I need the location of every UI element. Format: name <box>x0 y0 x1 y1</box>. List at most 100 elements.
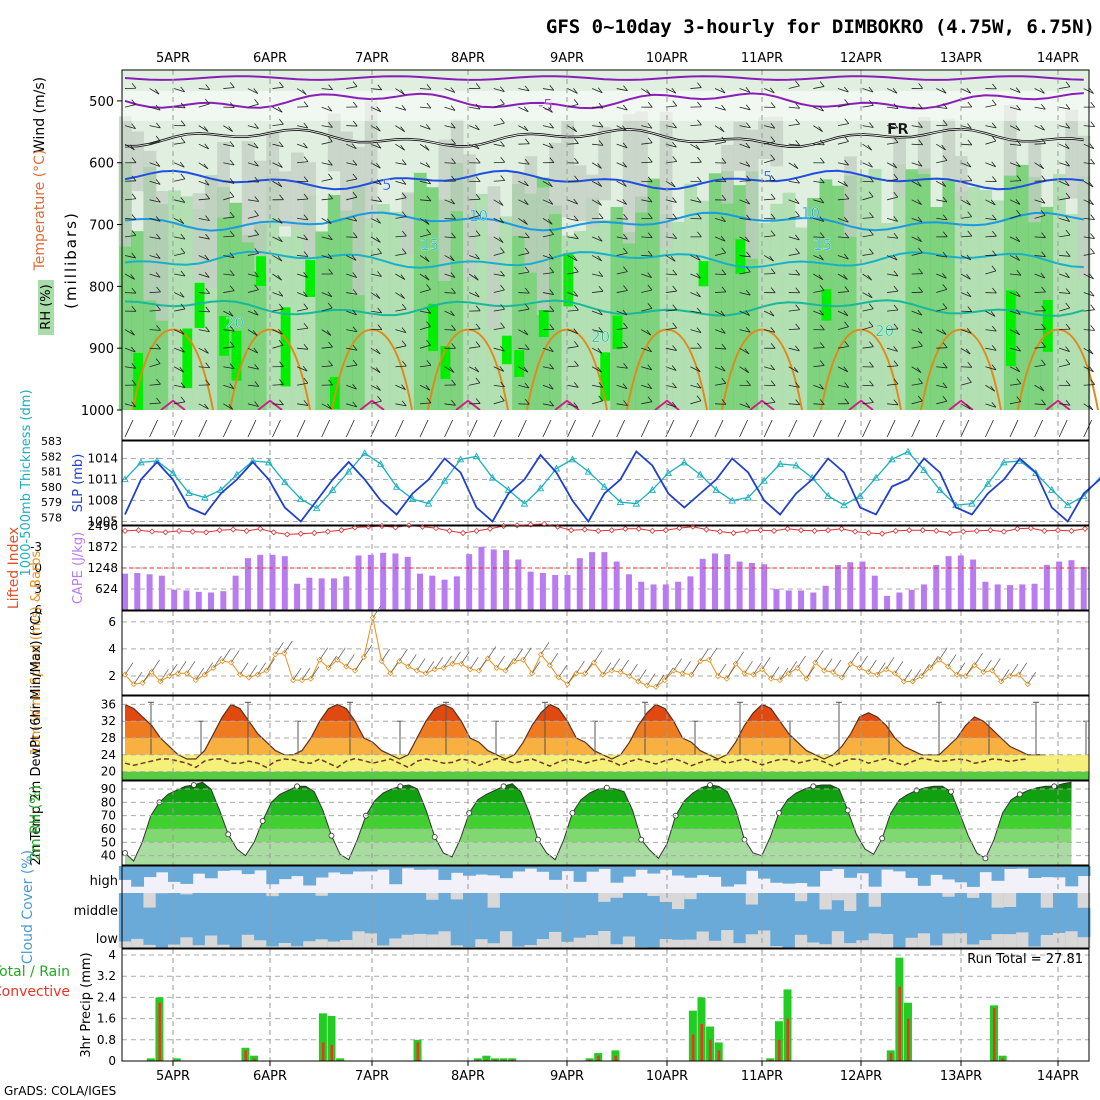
wind10-barb <box>753 662 762 675</box>
precip-convective-bar <box>485 1059 488 1061</box>
wind10-barb <box>354 658 364 671</box>
wind-barb <box>223 162 235 166</box>
wind-barb-flag <box>990 311 996 317</box>
wind-barb <box>788 366 799 373</box>
thickness-line <box>124 450 1100 510</box>
wind10-barb <box>239 662 249 675</box>
cape-bar <box>515 559 522 610</box>
precip-convective-bar <box>717 1050 721 1061</box>
wind-barb-flag <box>229 363 235 369</box>
wind-barb <box>174 236 186 240</box>
wind-barb-flag <box>303 214 309 221</box>
cloud-low-gap <box>1053 932 1066 948</box>
cloud-low-gap <box>487 943 501 948</box>
wind-barb-flag <box>1088 348 1094 355</box>
cloud-high-bar <box>954 866 968 883</box>
wind-barb-flag <box>1016 345 1021 352</box>
wind-barb-flag <box>278 236 283 242</box>
cape-bar <box>122 573 128 610</box>
rh-patch <box>340 131 353 218</box>
cloud-high-bar <box>315 866 329 878</box>
wind-barb-flag <box>942 362 948 369</box>
wind-barb <box>1034 214 1046 219</box>
wind-barb <box>641 125 653 129</box>
wind-barb <box>223 235 235 238</box>
wind-barb <box>1034 143 1046 145</box>
li-point <box>148 528 156 535</box>
wind-barb <box>370 199 382 203</box>
wind-barb <box>419 310 431 314</box>
cloud-low-bar <box>327 921 341 948</box>
wind-barb <box>223 366 235 369</box>
wind-barb <box>247 366 259 370</box>
wind-barb-flag <box>303 122 309 129</box>
wind-barb <box>591 180 602 187</box>
wind-barb <box>518 199 529 205</box>
wind-barb-flag <box>720 310 726 317</box>
wind-barb <box>641 308 653 312</box>
cloud-middle-bar <box>807 893 821 921</box>
cape-bar <box>244 558 251 610</box>
slp-tick-label: 1008 <box>87 494 118 508</box>
rh-column <box>659 214 673 410</box>
wind-barb <box>788 162 799 170</box>
wind-barb <box>149 88 160 95</box>
wind-barb-flag <box>893 103 899 109</box>
wind-barb-flag <box>696 273 701 279</box>
wind-barb <box>813 310 824 316</box>
cloud-middle-bar <box>180 893 194 921</box>
cloud-middle-bar <box>512 893 526 921</box>
wind-barb <box>223 125 233 132</box>
wind10-barb <box>496 655 505 669</box>
wind-barb-flag <box>401 303 407 310</box>
cloud-low-bar <box>450 921 464 948</box>
wind-barb-flag <box>549 363 554 370</box>
li-point <box>1068 527 1075 534</box>
wind-barb-flag <box>279 399 284 406</box>
wind-barb-flag <box>376 218 381 224</box>
wind10-barb <box>761 657 771 670</box>
rh2m-point <box>1016 791 1023 798</box>
wind-barb <box>788 106 800 109</box>
wind-barb-flag <box>574 304 579 311</box>
top-date-label: 12APR <box>840 51 882 66</box>
wind-barb <box>960 162 972 168</box>
wind-barb-flag <box>131 346 136 353</box>
rh-column <box>241 234 255 410</box>
wind-barb <box>419 218 430 225</box>
wind-barb-flag <box>819 360 825 366</box>
wind-barb <box>198 292 210 294</box>
rh2m-point <box>122 850 128 856</box>
cloud-low-gap <box>438 931 452 948</box>
wind-barb <box>985 140 997 145</box>
wind-barb <box>272 143 284 148</box>
cloud-low-gap <box>340 940 353 948</box>
wind-barb <box>272 86 284 89</box>
rh-patch <box>745 129 759 259</box>
wind-barb <box>837 345 849 349</box>
wind-barb <box>149 162 161 167</box>
wind10-barb <box>682 661 691 674</box>
wind-barb-flag <box>966 199 971 206</box>
slp-tick-label: 1005 <box>87 515 118 529</box>
wind-barb-flag <box>647 101 653 108</box>
cape-bar <box>490 549 497 610</box>
rh2m-point <box>879 835 886 842</box>
cloud-low-gap <box>536 939 550 948</box>
wind-barb-flag <box>697 176 702 183</box>
wind10-barb <box>708 647 718 660</box>
y-tick-label: 500 <box>89 95 114 110</box>
wind-barb-flag <box>672 233 678 239</box>
plot-layer: -5FR55101015152020205006007008009001000(… <box>0 51 1100 1084</box>
wind-barb <box>788 384 800 388</box>
rh2m-point <box>982 855 989 862</box>
wind-speed-line <box>124 617 1029 688</box>
thickness-point <box>281 478 289 486</box>
cloud-middle-bar <box>1016 893 1030 921</box>
wind-barb-flag <box>328 122 333 128</box>
wind-barb <box>198 236 210 240</box>
wind-barb <box>419 365 431 368</box>
wind-barb <box>714 252 726 256</box>
wind-barb-flag <box>524 159 530 165</box>
surface-barb <box>837 419 847 438</box>
